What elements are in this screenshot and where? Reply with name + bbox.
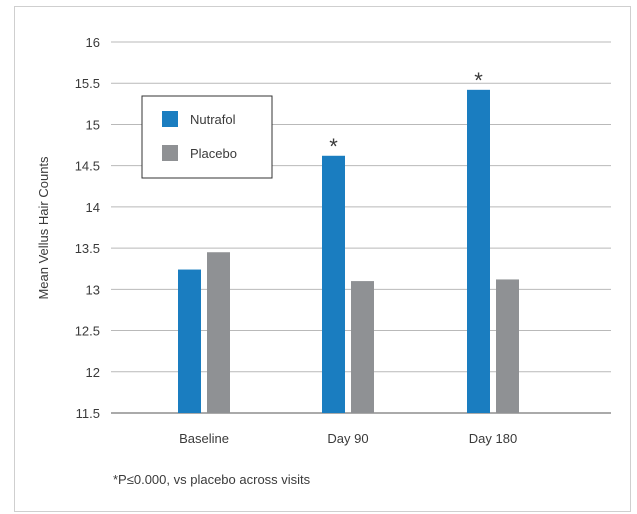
significance-asterisk: * xyxy=(329,134,338,159)
bar-nutrafol-2 xyxy=(467,89,490,413)
y-tick-label: 12 xyxy=(86,365,100,380)
bar-placebo-1 xyxy=(351,281,374,413)
category-labels: Baseline Day 90 Day 180 xyxy=(179,431,517,446)
legend-swatch-nutrafol xyxy=(162,111,178,127)
y-tick-label: 11.5 xyxy=(76,406,100,421)
category-label: Baseline xyxy=(179,431,229,446)
bar-nutrafol-0 xyxy=(178,269,201,413)
legend-swatch-placebo xyxy=(162,145,178,161)
y-tick-label: 12.5 xyxy=(75,324,100,339)
y-tick-label: 15.5 xyxy=(75,76,100,91)
category-label: Day 180 xyxy=(469,431,517,446)
y-tick-label: 15 xyxy=(86,117,100,132)
legend-label-nutrafol: Nutrafol xyxy=(190,112,236,127)
bar-placebo-0 xyxy=(207,252,230,413)
bar-nutrafol-1 xyxy=(322,155,345,414)
legend-box xyxy=(141,95,273,179)
y-tick-label: 13 xyxy=(86,282,100,297)
y-tick-label: 14.5 xyxy=(75,159,100,174)
footnote: *P≤0.000, vs placebo across visits xyxy=(113,472,311,487)
bars xyxy=(178,89,519,414)
y-tick-label: 14 xyxy=(86,200,100,215)
significance-markers: ** xyxy=(329,68,483,159)
legend-label-placebo: Placebo xyxy=(190,146,237,161)
y-axis-label: Mean Vellus Hair Counts xyxy=(36,156,51,300)
category-label: Day 90 xyxy=(327,431,368,446)
bar-placebo-2 xyxy=(496,279,519,413)
legend: Nutrafol Placebo xyxy=(141,95,273,179)
significance-asterisk: * xyxy=(474,68,483,93)
y-tick-label: 13.5 xyxy=(75,241,100,256)
y-tick-labels: 11.5 12 12.5 13 13.5 14 14.5 15 15.5 16 xyxy=(75,35,100,421)
y-tick-label: 16 xyxy=(86,35,100,50)
